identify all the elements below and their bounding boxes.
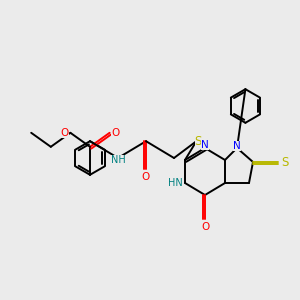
Text: N: N (233, 141, 241, 151)
Text: O: O (112, 128, 120, 138)
Text: S: S (195, 135, 202, 148)
Text: O: O (142, 172, 150, 182)
Text: NH: NH (111, 155, 125, 165)
Text: HN: HN (168, 178, 182, 188)
Text: S: S (281, 155, 289, 169)
Text: O: O (201, 222, 209, 232)
Text: O: O (60, 128, 68, 138)
Text: N: N (201, 140, 209, 150)
